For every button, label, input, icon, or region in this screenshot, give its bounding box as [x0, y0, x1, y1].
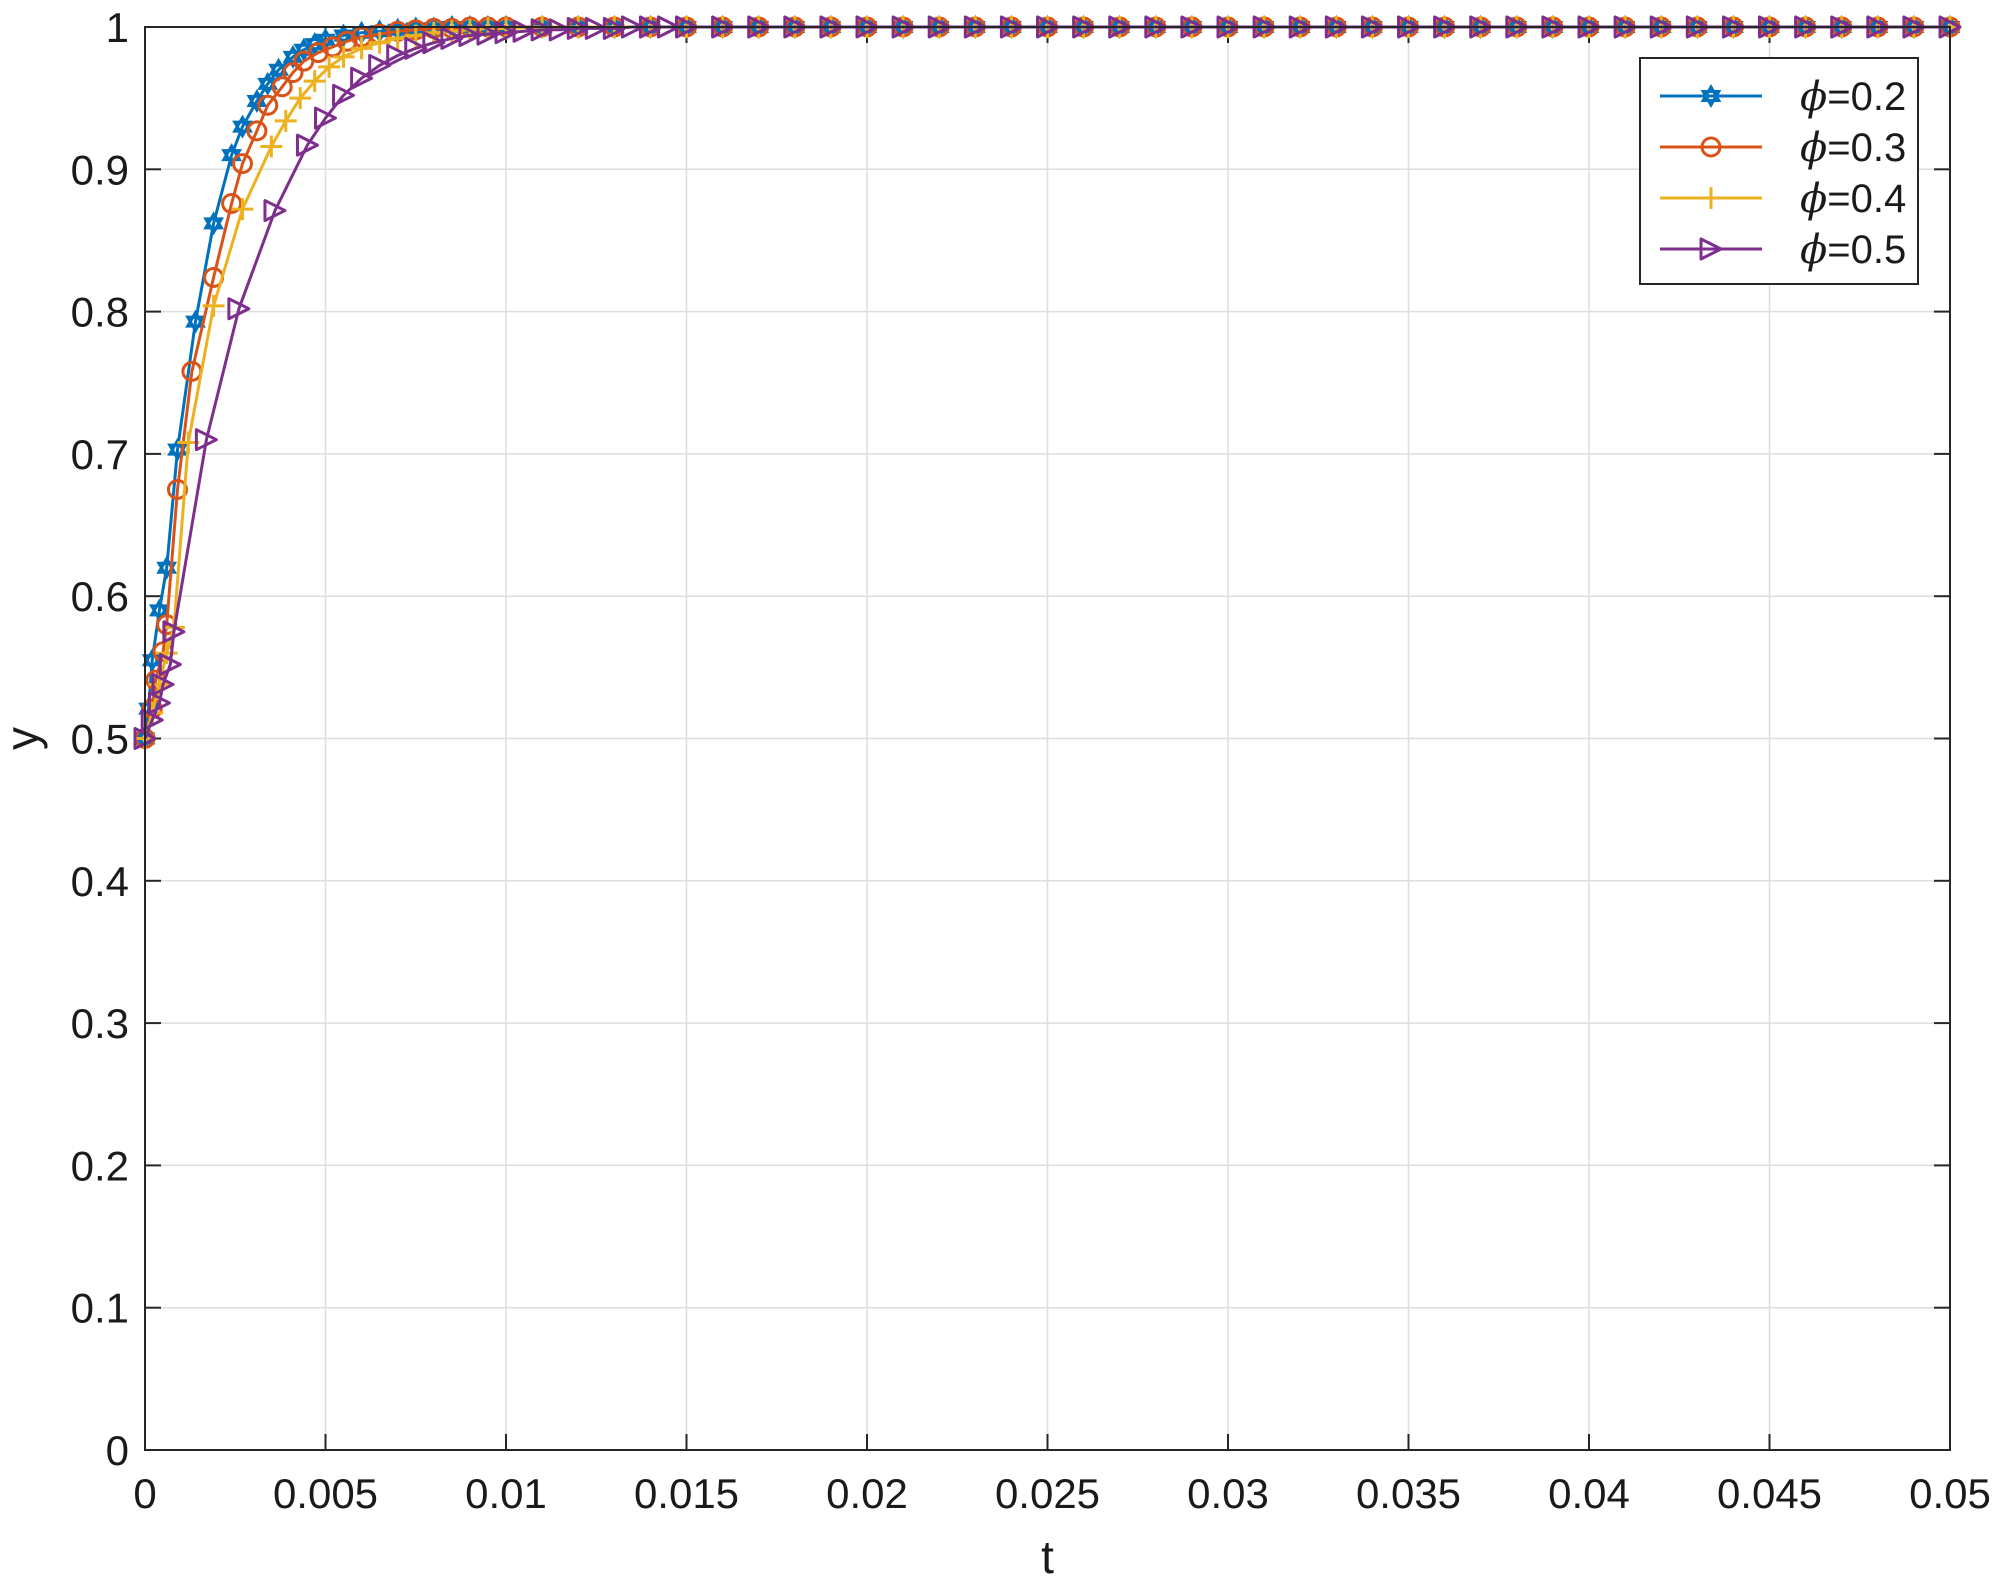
legend-marker — [1700, 187, 1722, 209]
data-point — [422, 31, 446, 55]
data-point — [271, 76, 293, 98]
data-point — [303, 70, 326, 93]
data-point — [295, 133, 319, 157]
data-point — [257, 94, 279, 116]
x-tick-label: 0.01 — [465, 1470, 547, 1517]
legend: ϕ=0.2ϕ=0.3ϕ=0.4ϕ=0.5 — [1639, 57, 1919, 285]
x-tick-label: 0 — [133, 1470, 156, 1517]
legend-item: ϕ=0.2 — [1660, 74, 1906, 120]
legend-phi-symbol: ϕ — [1800, 227, 1827, 273]
data-point — [368, 53, 392, 77]
data-point — [140, 708, 164, 732]
y-axis-label: y — [0, 727, 48, 750]
data-point — [314, 106, 337, 130]
y-tick-label: 0.9 — [71, 146, 129, 193]
legend-value: =0.2 — [1827, 75, 1906, 119]
data-point — [221, 192, 243, 214]
legend-phi-symbol: ϕ — [1800, 125, 1827, 171]
y-tick-label: 0.7 — [71, 431, 129, 478]
x-tick-label: 0.025 — [995, 1470, 1100, 1517]
data-point — [476, 22, 500, 46]
data-point — [350, 37, 373, 60]
data-point — [318, 55, 341, 78]
data-point — [530, 18, 554, 42]
y-tick-label: 0.5 — [71, 716, 129, 763]
legend-value: =0.5 — [1827, 228, 1906, 272]
data-point — [194, 428, 218, 452]
data-point — [231, 153, 253, 175]
data-point — [149, 598, 170, 623]
data-point — [257, 71, 279, 96]
legend-item: ϕ=0.5 — [1660, 227, 1906, 273]
data-point — [227, 297, 251, 321]
data-point — [602, 16, 626, 40]
data-point — [440, 26, 464, 50]
data-point — [232, 114, 253, 139]
y-tick-label: 0.4 — [71, 858, 129, 905]
x-tick-label: 0.005 — [273, 1470, 378, 1517]
x-tick-label: 0.015 — [634, 1470, 739, 1517]
data-point — [404, 36, 428, 60]
legend-label: ϕ=0.2 — [1800, 74, 1906, 120]
legend-label: ϕ=0.3 — [1800, 125, 1906, 171]
data-point — [350, 66, 374, 90]
legend-label: ϕ=0.5 — [1800, 227, 1906, 273]
y-tick-label: 0.3 — [71, 1000, 129, 1047]
x-tick-labels: 0 0.005 0.01 0.015 0.02 0.025 0.03 0.035 0.04 0.0… — [133, 1470, 1991, 1517]
data-point — [202, 294, 225, 317]
x-tick-label: 0.04 — [1548, 1470, 1630, 1517]
data-point — [203, 211, 224, 236]
data-point — [368, 31, 391, 54]
legend-value: =0.4 — [1827, 177, 1906, 221]
data-point — [584, 16, 608, 40]
data-point — [332, 83, 356, 107]
data-point — [147, 691, 171, 715]
x-tick-label: 0.045 — [1717, 1470, 1822, 1517]
y-tick-label: 0.6 — [71, 573, 129, 620]
legend-item: ϕ=0.3 — [1660, 125, 1906, 171]
data-point — [458, 24, 482, 48]
data-point — [260, 135, 283, 158]
data-point — [246, 120, 268, 142]
x-tick-label: 0.05 — [1909, 1470, 1991, 1517]
data-point — [548, 18, 572, 42]
data-point — [151, 672, 175, 696]
axes-box — [144, 26, 1951, 1451]
legend-marker — [1700, 136, 1722, 158]
y-tick-labels: 0 0.1 0.2 0.3 0.4 0.5 0.6 0.7 0.8 0.9 1 — [71, 4, 129, 1474]
x-tick-label: 0.02 — [826, 1470, 908, 1517]
data-point — [162, 620, 186, 644]
legend-phi-symbol: ϕ — [1800, 176, 1827, 222]
data-point — [185, 309, 206, 334]
legend-phi-symbol: ϕ — [1800, 74, 1827, 120]
y-tick-label: 0.2 — [71, 1142, 129, 1189]
y-tick-label: 0.8 — [71, 289, 129, 336]
y-tick-label: 0 — [106, 1427, 129, 1474]
data-point — [566, 16, 590, 40]
data-point — [386, 43, 410, 67]
data-point — [158, 653, 182, 677]
x-tick-label: 0.035 — [1356, 1470, 1461, 1517]
x-tick-label: 0.03 — [1187, 1470, 1269, 1517]
y-tick-label: 0.1 — [71, 1285, 129, 1332]
data-point — [155, 642, 178, 665]
data-point — [336, 30, 358, 52]
data-point — [166, 478, 188, 500]
data-point — [263, 199, 287, 223]
x-axis-label: t — [1041, 1531, 1054, 1583]
y-tick-label: 1 — [106, 4, 129, 51]
data-point — [332, 45, 355, 68]
data-point — [231, 198, 254, 221]
data-point — [268, 57, 289, 82]
legend-label: ϕ=0.4 — [1800, 176, 1906, 222]
data-point — [289, 87, 312, 110]
data-point — [282, 62, 304, 84]
legend-marker — [1699, 237, 1723, 261]
data-point — [274, 109, 297, 132]
legend-value: =0.3 — [1827, 126, 1906, 170]
legend-item: ϕ=0.4 — [1660, 176, 1906, 222]
legend-marker — [1700, 84, 1722, 108]
